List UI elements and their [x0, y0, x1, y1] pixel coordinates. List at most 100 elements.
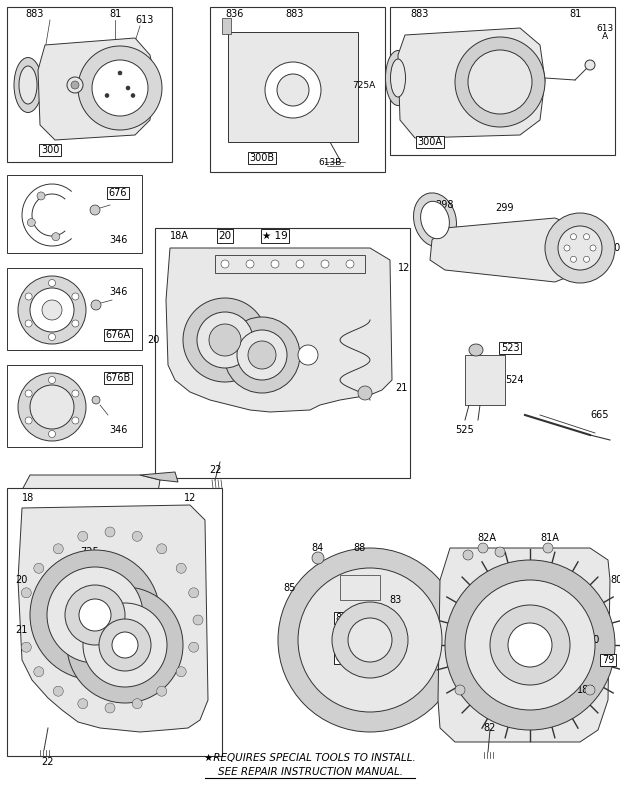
Text: 303: 303 — [608, 243, 620, 253]
Text: 86: 86 — [336, 613, 348, 623]
Circle shape — [48, 376, 56, 383]
Text: 883: 883 — [26, 9, 44, 19]
Circle shape — [25, 417, 32, 424]
Text: 21: 21 — [15, 625, 27, 635]
Circle shape — [25, 320, 32, 327]
Bar — [7, 365, 142, 447]
Circle shape — [126, 86, 130, 90]
Text: 189: 189 — [577, 685, 595, 695]
Circle shape — [18, 373, 86, 441]
Circle shape — [30, 385, 74, 429]
Polygon shape — [18, 505, 208, 732]
Circle shape — [83, 603, 167, 687]
Circle shape — [105, 703, 115, 713]
Circle shape — [47, 567, 143, 663]
Circle shape — [570, 256, 577, 262]
Bar — [222, 18, 231, 34]
Text: eReplacementParts.com: eReplacementParts.com — [224, 463, 396, 477]
Text: 87: 87 — [336, 633, 348, 643]
Circle shape — [298, 345, 318, 365]
Circle shape — [99, 619, 151, 671]
Circle shape — [48, 431, 56, 437]
Circle shape — [445, 560, 615, 730]
Circle shape — [53, 544, 63, 554]
Text: 300A: 300A — [417, 137, 443, 147]
Text: 18A: 18A — [170, 231, 189, 241]
Text: 84: 84 — [312, 543, 324, 553]
Circle shape — [224, 317, 300, 393]
Bar — [7, 488, 222, 756]
Text: 18: 18 — [22, 493, 34, 503]
Text: 613B: 613B — [318, 158, 342, 166]
Circle shape — [478, 543, 488, 553]
Text: 613: 613 — [136, 15, 154, 25]
Circle shape — [78, 46, 162, 130]
Text: 676B: 676B — [105, 373, 131, 383]
Circle shape — [455, 37, 545, 127]
Circle shape — [543, 543, 553, 553]
Circle shape — [188, 588, 198, 598]
Circle shape — [132, 531, 142, 541]
Circle shape — [298, 568, 442, 712]
Circle shape — [246, 260, 254, 268]
Circle shape — [183, 298, 267, 382]
Text: 346: 346 — [109, 235, 127, 245]
Text: 81A: 81A — [541, 533, 559, 543]
Circle shape — [495, 547, 505, 557]
Text: 20: 20 — [588, 635, 600, 645]
Ellipse shape — [386, 50, 410, 106]
Circle shape — [277, 74, 309, 106]
Circle shape — [346, 260, 354, 268]
Polygon shape — [166, 248, 392, 412]
Ellipse shape — [391, 59, 405, 97]
Circle shape — [21, 642, 31, 653]
Circle shape — [21, 588, 31, 598]
Circle shape — [34, 563, 44, 574]
Circle shape — [558, 226, 602, 270]
Polygon shape — [438, 548, 610, 742]
Circle shape — [237, 330, 287, 380]
Polygon shape — [430, 218, 585, 282]
Circle shape — [91, 300, 101, 310]
Circle shape — [67, 77, 83, 93]
Circle shape — [176, 667, 186, 677]
Circle shape — [358, 386, 372, 400]
Text: 22: 22 — [42, 757, 55, 767]
Circle shape — [25, 293, 32, 300]
Ellipse shape — [469, 344, 483, 356]
Circle shape — [197, 312, 253, 368]
Circle shape — [30, 288, 74, 332]
Circle shape — [48, 334, 56, 341]
Circle shape — [78, 699, 88, 709]
Circle shape — [42, 300, 62, 320]
Bar — [340, 575, 380, 600]
Circle shape — [18, 276, 86, 344]
Circle shape — [67, 587, 183, 703]
Circle shape — [265, 62, 321, 118]
Bar — [7, 268, 142, 350]
Text: 83: 83 — [389, 595, 401, 605]
Circle shape — [72, 390, 79, 397]
Bar — [7, 7, 172, 162]
Text: SEE REPAIR INSTRUCTION MANUAL.: SEE REPAIR INSTRUCTION MANUAL. — [218, 767, 402, 777]
Text: 81: 81 — [569, 9, 581, 19]
Bar — [155, 228, 410, 478]
Circle shape — [92, 396, 100, 404]
Text: ★ 19: ★ 19 — [262, 231, 288, 241]
Circle shape — [463, 550, 473, 560]
Circle shape — [545, 213, 615, 283]
Circle shape — [72, 417, 79, 424]
Text: 80: 80 — [610, 575, 620, 585]
Circle shape — [112, 632, 138, 658]
Circle shape — [118, 71, 122, 75]
Circle shape — [583, 256, 590, 262]
Text: 883: 883 — [411, 9, 429, 19]
Text: 22: 22 — [209, 465, 221, 475]
Polygon shape — [398, 28, 545, 138]
Bar — [465, 355, 505, 405]
Circle shape — [296, 260, 304, 268]
Circle shape — [176, 563, 186, 574]
Text: 88: 88 — [354, 543, 366, 553]
Circle shape — [564, 245, 570, 251]
Bar — [210, 7, 385, 172]
